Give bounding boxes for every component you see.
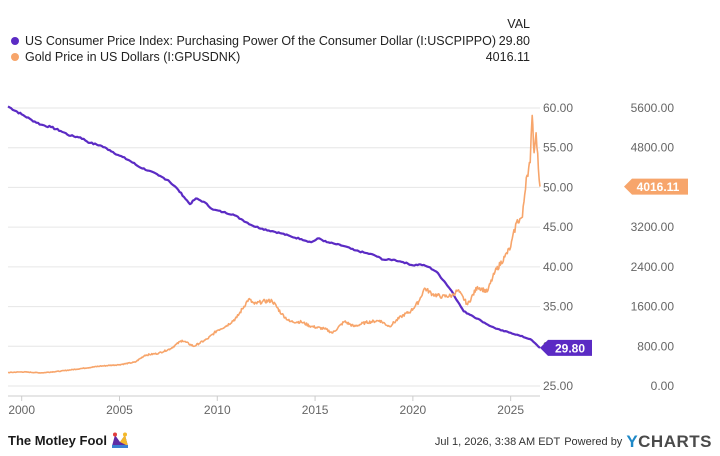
legend-value-cpi: 29.80: [499, 34, 530, 48]
timestamp: Jul 1, 2026, 3:38 AM EDT: [434, 436, 561, 448]
legend-marker-gold: [11, 53, 19, 61]
x-tick-label: 2000: [8, 403, 35, 417]
ycharts-logo[interactable]: YCHARTS: [626, 432, 712, 452]
left-tick-label: 40.00: [543, 260, 573, 274]
last-value-flags: 29.80 4016.11: [540, 178, 688, 356]
left-tick-label: 45.00: [543, 220, 573, 234]
right-tick-label: 2400.00: [631, 260, 675, 274]
legend-label-cpi[interactable]: US Consumer Price Index: Purchasing Powe…: [25, 34, 496, 48]
cpi-last-value-flag: [540, 339, 592, 356]
right-tick-label: 5600.00: [631, 101, 675, 115]
powered-by-text: Powered by: [564, 436, 623, 448]
left-tick-label: 60.00: [543, 101, 573, 115]
left-tick-label: 55.00: [543, 141, 573, 155]
cpi-series-line[interactable]: [7, 105, 541, 349]
x-tick-label: 2005: [106, 403, 133, 417]
ycharts-y-glyph: Y: [626, 432, 639, 451]
gold-last-value-text: 4016.11: [637, 180, 680, 194]
right-tick-label: 800.00: [637, 339, 674, 353]
legend-marker-cpi: [11, 37, 19, 45]
x-tick-label: 2025: [497, 403, 524, 417]
right-axis-ticks: 0.00800.001600.002400.003200.004000.0048…: [631, 101, 675, 393]
x-tick-label: 2020: [400, 403, 427, 417]
gold-series-line[interactable]: [7, 114, 541, 374]
footer: The Motley Fool Jul 1, 2026, 3:38 AM EDT…: [0, 422, 720, 456]
left-tick-label: 50.00: [543, 180, 573, 194]
motley-fool-logo[interactable]: The Motley Fool: [8, 431, 130, 449]
right-tick-label: 0.00: [651, 379, 675, 393]
ycharts-wordmark: CHARTS: [638, 432, 712, 451]
grid-lines: [8, 107, 540, 387]
x-tick-label: 2015: [302, 403, 329, 417]
right-tick-label: 4800.00: [631, 141, 675, 155]
legend-header: VAL: [507, 17, 530, 31]
left-tick-label: 25.00: [543, 379, 573, 393]
right-tick-label: 1600.00: [631, 300, 675, 314]
right-tick-label: 3200.00: [631, 220, 675, 234]
x-tick-label: 2010: [204, 403, 231, 417]
x-axis-ticks: 2000 2005 2010 2015 2020 2025: [8, 395, 540, 417]
series-lines: [7, 105, 541, 374]
legend-label-gold[interactable]: Gold Price in US Dollars (I:GPUSDNK): [25, 50, 240, 64]
gold-last-value-flag: [624, 178, 688, 195]
legend-value-gold: 4016.11: [486, 50, 530, 64]
brand-name: The Motley Fool: [8, 432, 107, 448]
jester-hat-icon: [110, 431, 130, 449]
left-tick-label: 35.00: [543, 300, 573, 314]
cpi-last-value-text: 29.80: [555, 341, 585, 355]
credit: Jul 1, 2026, 3:38 AM EDT Powered by YCHA…: [435, 432, 712, 452]
